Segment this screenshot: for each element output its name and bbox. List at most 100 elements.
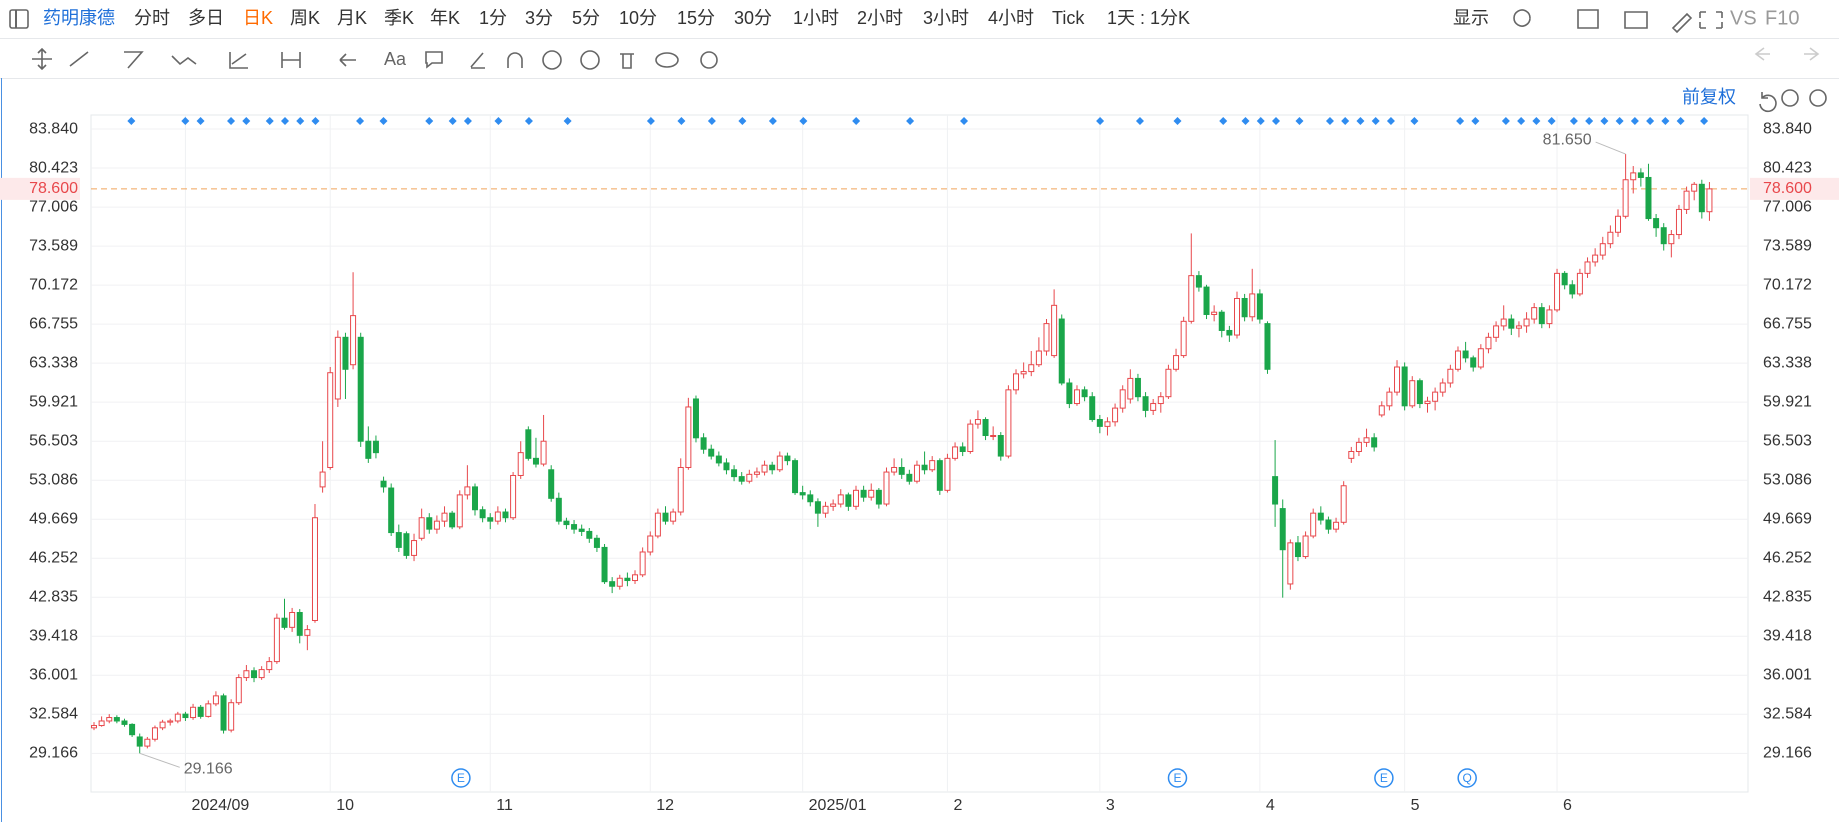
- event-diamond[interactable]: [1096, 117, 1105, 125]
- event-diamond[interactable]: [799, 117, 808, 125]
- event-diamond[interactable]: [265, 117, 274, 125]
- toolbar-item[interactable]: 3小时: [923, 8, 969, 28]
- event-diamond[interactable]: [242, 117, 251, 125]
- toolbar-item[interactable]: F10: [1765, 7, 1799, 29]
- event-diamond[interactable]: [1356, 117, 1365, 125]
- event-diamond[interactable]: [1241, 117, 1250, 125]
- toolbar-item[interactable]: 1小时: [793, 8, 839, 28]
- note-tool[interactable]: [425, 51, 443, 69]
- event-diamond[interactable]: [1615, 117, 1624, 125]
- toolbar-item[interactable]: 分时: [134, 8, 170, 28]
- toolbar-item[interactable]: 周K: [290, 8, 320, 28]
- event-diamond[interactable]: [425, 117, 434, 125]
- event-diamond[interactable]: [1371, 117, 1380, 125]
- delete-tool[interactable]: [620, 53, 634, 69]
- toolbar-item[interactable]: 3分: [525, 8, 553, 28]
- reset-icon[interactable]: [1759, 92, 1777, 113]
- event-diamond[interactable]: [1135, 117, 1144, 125]
- event-diamond[interactable]: [379, 117, 388, 125]
- polyline-tool[interactable]: [124, 51, 144, 69]
- event-diamond[interactable]: [494, 117, 503, 125]
- event-diamond[interactable]: [1173, 117, 1182, 125]
- measure-tool[interactable]: [281, 52, 301, 68]
- magnet-tool[interactable]: [507, 52, 523, 68]
- event-marker[interactable]: [451, 768, 471, 788]
- wave-tool[interactable]: [171, 55, 197, 66]
- arrow-tool[interactable]: [339, 53, 356, 67]
- toolbar-item[interactable]: 多日: [188, 8, 224, 28]
- event-diamond[interactable]: [524, 117, 533, 125]
- hide-tool[interactable]: [580, 50, 600, 70]
- event-diamond[interactable]: [1600, 117, 1609, 125]
- event-diamond[interactable]: [1325, 117, 1334, 125]
- event-diamond[interactable]: [448, 117, 457, 125]
- event-diamond[interactable]: [1456, 117, 1465, 125]
- event-diamond[interactable]: [311, 117, 320, 125]
- line-tool[interactable]: [69, 51, 89, 67]
- toolbar-item[interactable]: 15分: [677, 8, 715, 28]
- toolbar-item[interactable]: 季K: [384, 8, 414, 28]
- event-diamond[interactable]: [196, 117, 205, 125]
- event-marker[interactable]: [1457, 768, 1477, 788]
- undo-redo[interactable]: [1754, 47, 1820, 61]
- font-tool[interactable]: Aa: [384, 49, 407, 69]
- event-diamond[interactable]: [1501, 117, 1510, 125]
- fib-tool[interactable]: [229, 52, 248, 69]
- toolbar-item[interactable]: 10分: [619, 8, 657, 28]
- adjust-mode[interactable]: 前复权: [1682, 87, 1736, 107]
- toolbar-item[interactable]: 1分: [479, 8, 507, 28]
- event-diamond[interactable]: [280, 117, 289, 125]
- zoom-out[interactable]: [1781, 89, 1799, 107]
- event-diamond[interactable]: [1386, 117, 1395, 125]
- event-diamond[interactable]: [1219, 117, 1228, 125]
- event-diamond[interactable]: [1341, 117, 1350, 125]
- event-diamond[interactable]: [768, 117, 777, 125]
- event-diamond[interactable]: [646, 117, 655, 125]
- toolbar-item[interactable]: Tick: [1052, 8, 1085, 28]
- toolbar-item[interactable]: 月K: [337, 8, 367, 28]
- move-tool[interactable]: [32, 47, 52, 71]
- event-diamond[interactable]: [356, 117, 365, 125]
- eye-tool[interactable]: [542, 50, 562, 70]
- top-right-icons[interactable]: [1513, 9, 1723, 34]
- event-diamond[interactable]: [1630, 117, 1639, 125]
- event-diamond[interactable]: [906, 117, 915, 125]
- toolbar-item[interactable]: 4小时: [988, 8, 1034, 28]
- toolbar-item[interactable]: 药明康德: [43, 8, 115, 28]
- toolbar-item[interactable]: 2小时: [857, 8, 903, 28]
- event-diamond[interactable]: [563, 117, 572, 125]
- ruler-tool[interactable]: [470, 52, 485, 69]
- event-marker[interactable]: [1167, 768, 1188, 788]
- event-diamond[interactable]: [1547, 117, 1556, 125]
- event-diamond[interactable]: [1256, 117, 1265, 125]
- event-diamond[interactable]: [1585, 117, 1594, 125]
- event-diamond[interactable]: [677, 117, 686, 125]
- event-diamond[interactable]: [1532, 117, 1541, 125]
- event-diamond[interactable]: [960, 117, 969, 125]
- event-diamond[interactable]: [127, 117, 136, 125]
- event-diamond[interactable]: [707, 117, 716, 125]
- event-diamond[interactable]: [1700, 117, 1709, 125]
- event-diamond[interactable]: [1410, 117, 1419, 125]
- zoom-in[interactable]: [1809, 89, 1827, 107]
- event-diamond[interactable]: [852, 117, 861, 125]
- compare-tool[interactable]: [655, 52, 679, 68]
- toolbar-item[interactable]: 30分: [734, 8, 772, 28]
- event-diamond[interactable]: [296, 117, 305, 125]
- event-diamond[interactable]: [738, 117, 747, 125]
- event-marker[interactable]: [1374, 768, 1394, 788]
- event-diamond[interactable]: [1569, 117, 1578, 125]
- toolbar-item[interactable]: 显示: [1453, 8, 1489, 28]
- event-diamond[interactable]: [1676, 117, 1685, 125]
- event-diamond[interactable]: [1517, 117, 1526, 125]
- event-diamond[interactable]: [1661, 117, 1670, 125]
- toolbar-item[interactable]: 1天 : 1分K: [1107, 8, 1190, 28]
- event-diamond[interactable]: [227, 117, 236, 125]
- event-diamond[interactable]: [463, 117, 472, 125]
- event-diamond[interactable]: [1295, 117, 1304, 125]
- settings-tool[interactable]: [700, 51, 718, 69]
- event-diamond[interactable]: [1471, 117, 1480, 125]
- sidebar-toggle[interactable]: [9, 9, 29, 29]
- toolbar-item[interactable]: VS: [1730, 7, 1757, 29]
- toolbar-item[interactable]: 日K: [243, 8, 273, 28]
